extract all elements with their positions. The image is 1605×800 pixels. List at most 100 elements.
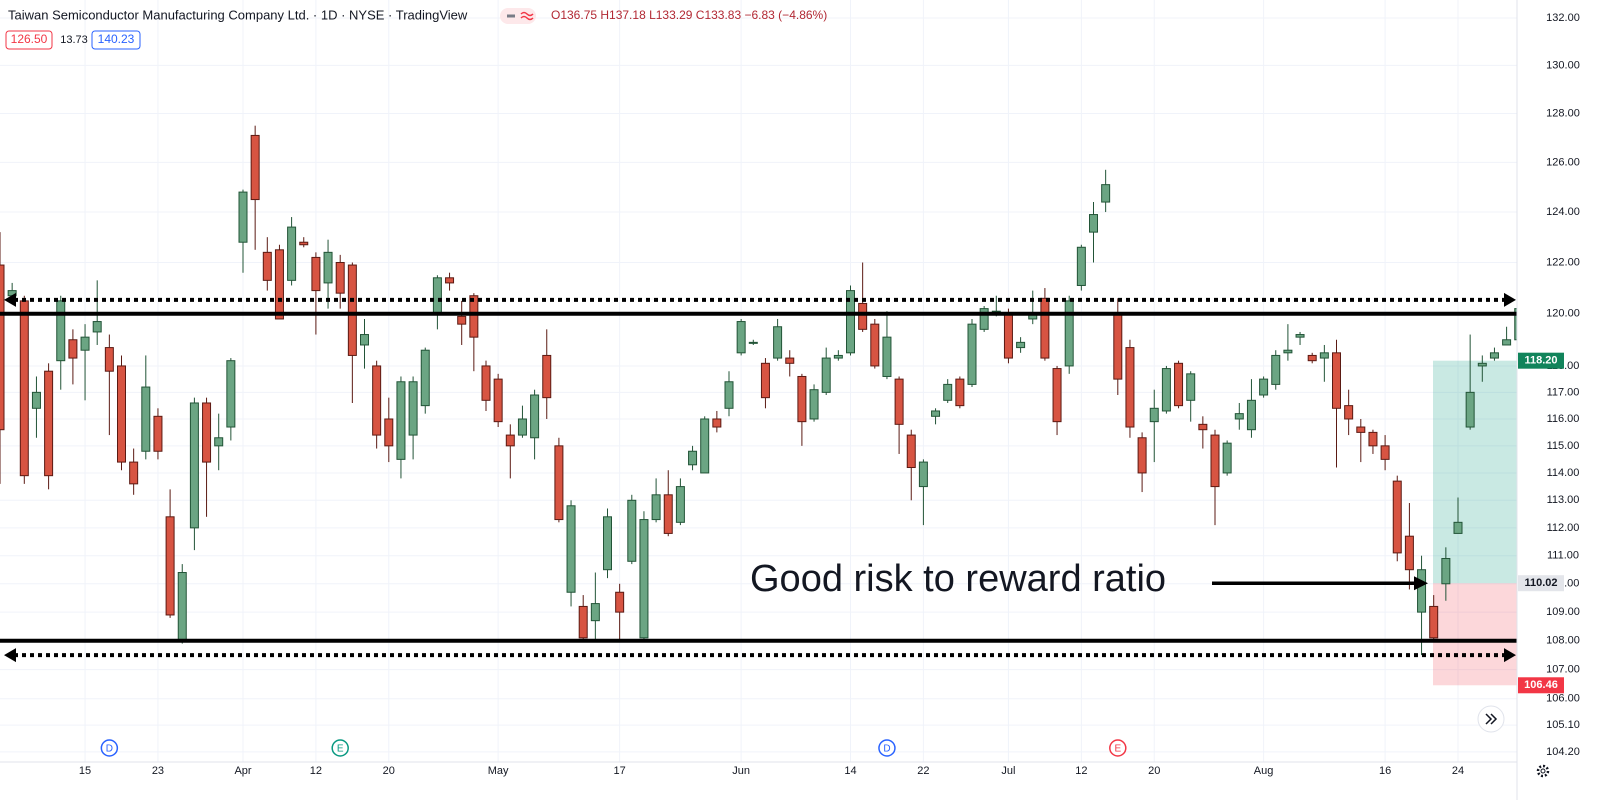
candle-body: [785, 357, 795, 364]
candle-body: [603, 516, 612, 571]
event-label: D: [106, 744, 113, 755]
candle-body: [846, 290, 855, 354]
x-tick-label: 12: [1075, 765, 1087, 777]
candle-body: [1210, 434, 1220, 488]
candle-body: [311, 256, 321, 292]
y-tick-label: 130.00: [1546, 59, 1580, 71]
candle-body: [1417, 569, 1427, 613]
candle-body: [432, 277, 442, 315]
candle-body: [955, 378, 965, 407]
candle-body: [299, 241, 309, 246]
candle-body: [1052, 368, 1062, 423]
y-tick-label: 132.00: [1546, 12, 1580, 24]
candle-body: [760, 362, 770, 399]
candle-body: [56, 300, 66, 362]
candle-body: [712, 418, 722, 428]
candle-body: [274, 249, 284, 320]
y-tick-label: 108.00: [1546, 635, 1580, 647]
candle-body: [360, 334, 369, 346]
candle-body: [1222, 442, 1232, 474]
price-tag: [1518, 575, 1564, 592]
candle-body: [323, 251, 333, 284]
x-tick-label: 23: [152, 765, 164, 777]
candle-body: [0, 264, 5, 431]
candle-body: [530, 394, 540, 439]
y-tick-label: 116.00: [1547, 413, 1580, 425]
loss-zone: [1433, 583, 1517, 686]
x-tick-label: 14: [844, 765, 856, 777]
candle-body: [1319, 352, 1329, 359]
candle-body: [651, 494, 661, 521]
candle-body: [748, 341, 758, 344]
candle-body: [566, 505, 576, 593]
candle-body: [1149, 407, 1159, 423]
candle-body: [882, 336, 892, 377]
candle-body: [809, 389, 819, 420]
event-marker[interactable]: [331, 739, 349, 757]
settings-button[interactable]: [1536, 764, 1550, 778]
candle-body: [675, 486, 685, 523]
y-tick-label: 111.00: [1547, 550, 1579, 562]
x-tick-label: 20: [1148, 765, 1160, 777]
candle-body: [493, 378, 503, 423]
candle-body: [894, 378, 904, 425]
candle-body: [481, 365, 491, 401]
candle-body: [469, 295, 479, 338]
candle-body: [68, 339, 78, 359]
candle-body: [590, 603, 600, 622]
candle-body: [1125, 347, 1135, 428]
y-tick-label: 117.00: [1547, 386, 1580, 398]
candle-body: [287, 226, 297, 281]
event-marker[interactable]: [100, 739, 119, 757]
candle-body: [1198, 423, 1208, 431]
x-tick-label: May: [488, 765, 509, 777]
x-tick-label: 22: [917, 765, 929, 777]
candle-body: [1380, 445, 1390, 460]
candle-body: [1234, 413, 1244, 420]
x-tick-label: 12: [310, 765, 322, 777]
candle-body: [870, 323, 880, 367]
candle-body: [1113, 313, 1123, 380]
event-label: E: [337, 744, 344, 755]
ohlc: O136.75 H137.18 L133.29 C133.83 −6.83 (−…: [551, 8, 827, 22]
profit-zone: [1433, 360, 1517, 584]
candle-body: [736, 321, 746, 354]
event-marker[interactable]: [1109, 739, 1127, 757]
candle-body: [542, 354, 552, 399]
event-marker[interactable]: [878, 739, 896, 757]
annotation: Good risk to reward ratio: [750, 558, 1166, 600]
candle-body: [554, 445, 564, 521]
candle-body: [578, 605, 588, 639]
candle-body: [1246, 399, 1256, 431]
candle-body: [1064, 300, 1074, 367]
candle-body: [1003, 313, 1013, 359]
candle-body: [833, 354, 843, 359]
candle-body: [821, 357, 831, 393]
y-tick-label: 106.00: [1546, 693, 1580, 705]
candle-body: [226, 360, 236, 428]
value-box: [91, 30, 141, 50]
y-tick-label: 107.00: [1546, 663, 1580, 675]
price-tag: [1518, 352, 1564, 369]
x-tick-label: Jul: [1001, 765, 1015, 777]
candle-body: [1016, 341, 1026, 349]
candle-body: [724, 381, 734, 409]
candle-body: [1101, 184, 1111, 203]
candle-body: [129, 461, 139, 485]
price-tag-label: 110.02: [1524, 577, 1557, 589]
candle-body: [1368, 431, 1378, 447]
arrow-head: [4, 292, 16, 307]
candle-body: [347, 264, 357, 356]
x-tick-label: 17: [614, 765, 626, 777]
x-tick-label: Apr: [234, 765, 251, 777]
candle-body: [615, 591, 625, 613]
candle-body: [773, 326, 783, 359]
x-tick-label: 16: [1379, 765, 1391, 777]
candle-body: [1429, 605, 1439, 639]
header-value: 140.23: [98, 32, 135, 46]
candle-body: [117, 365, 126, 463]
candle-body: [104, 347, 114, 372]
candle-body: [165, 516, 175, 616]
candle-body: [1089, 214, 1098, 233]
